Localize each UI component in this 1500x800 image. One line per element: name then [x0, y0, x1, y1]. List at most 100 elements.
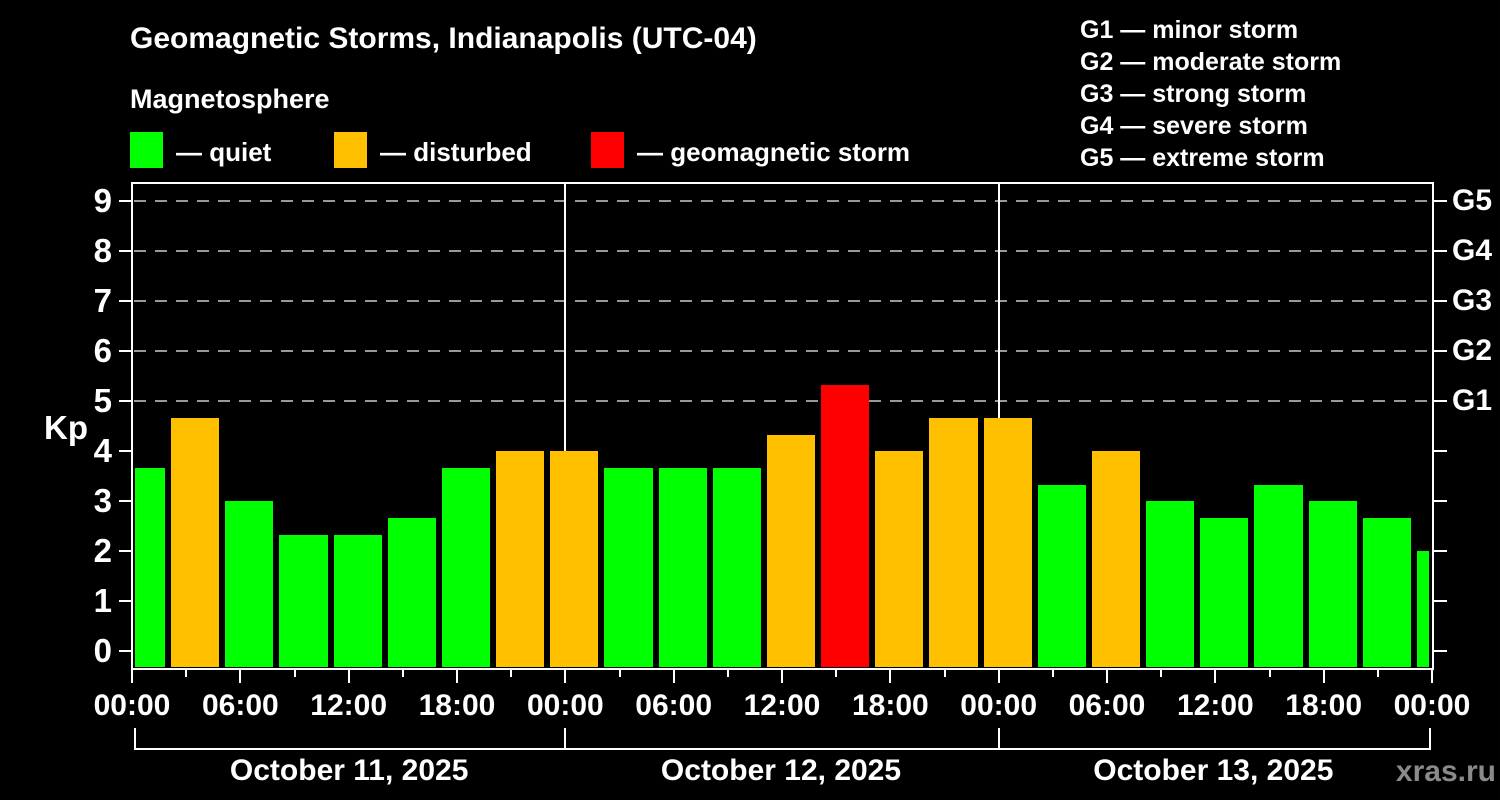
kp-bar: [496, 451, 545, 667]
g-legend-g2: G2 — moderate storm: [1080, 48, 1342, 76]
right-tick: [1434, 500, 1447, 502]
kp-bar: [604, 467, 653, 667]
g-level-label: G5: [1452, 184, 1493, 217]
kp-bar: [821, 384, 870, 667]
kp-bar: [1037, 484, 1086, 667]
y-tick-label: 9: [93, 182, 112, 219]
date-label: October 11, 2025: [229, 754, 469, 787]
x-tick-label: 18:00: [1285, 689, 1363, 722]
x-tick-label: 00:00: [960, 689, 1038, 722]
x-tick: [347, 668, 350, 683]
y-tick: [119, 550, 132, 552]
kp-bar: [1146, 501, 1195, 667]
kp-bar: [875, 451, 924, 667]
kp-gridline: [134, 300, 1430, 302]
right-tick: [1434, 450, 1447, 452]
y-tick-label: 2: [93, 532, 112, 569]
x-tick: [1268, 668, 1271, 677]
watermark: xras.ru: [1395, 755, 1496, 788]
kp-bar: [766, 434, 816, 667]
chart-subtitle: Magnetosphere: [130, 84, 330, 114]
date-bracket-riser: [997, 728, 1000, 750]
x-tick: [1051, 668, 1054, 677]
legend-swatch-disturbed: [334, 132, 367, 168]
legend-label-quiet: — quiet: [176, 137, 272, 167]
x-tick: [293, 668, 296, 677]
kp-bar: [387, 517, 436, 667]
date-bracket-riser: [1429, 728, 1431, 750]
date-label: October 13, 2025: [1093, 754, 1334, 787]
x-tick: [1322, 668, 1325, 683]
x-tick-label: 00:00: [93, 689, 171, 722]
x-tick: [1160, 668, 1163, 677]
y-tick-label: 7: [93, 282, 112, 319]
x-tick-label: 06:00: [201, 689, 279, 722]
y-tick-label: 3: [93, 482, 112, 519]
legend-swatch-storm: [591, 132, 624, 168]
right-tick: [1434, 300, 1447, 302]
x-tick-label: 06:00: [1068, 689, 1146, 722]
x-tick: [889, 668, 892, 683]
kp-bar: [1362, 517, 1411, 667]
y-tick: [119, 500, 132, 502]
g-legend-g3: G3 — strong storm: [1080, 80, 1307, 108]
x-tick: [726, 668, 729, 677]
x-tick: [456, 668, 458, 683]
x-tick-label: 00:00: [526, 689, 604, 722]
x-tick: [185, 668, 188, 677]
right-tick: [1434, 550, 1447, 552]
x-tick: [672, 668, 675, 683]
kp-bar: [333, 534, 382, 667]
kp-gridline: [134, 400, 1430, 402]
right-tick: [1434, 650, 1447, 652]
x-tick-label: 06:00: [635, 689, 713, 722]
y-tick: [119, 200, 132, 202]
kp-bar: [1254, 484, 1303, 667]
y-tick: [119, 250, 132, 252]
kp-bar: [712, 467, 761, 667]
kp-bar: [1091, 451, 1141, 667]
x-tick: [1431, 668, 1433, 683]
x-tick: [781, 668, 783, 683]
date-label: October 12, 2025: [660, 754, 902, 787]
y-tick: [119, 450, 132, 452]
date-bracket-riser: [134, 728, 136, 750]
x-tick-label: 12:00: [310, 689, 388, 722]
chart-title: Geomagnetic Storms, Indianapolis (UTC-04…: [130, 22, 757, 55]
x-tick: [239, 668, 242, 683]
kp-bar: [983, 417, 1032, 667]
y-tick-label: 0: [93, 632, 112, 669]
kp-bar: [1416, 551, 1429, 667]
x-tick: [618, 668, 621, 677]
g-level-label: G3: [1452, 284, 1493, 317]
kp-bar: [279, 534, 328, 667]
right-tick: [1434, 200, 1447, 202]
plot-border: [131, 182, 1434, 670]
g-level-label: G2: [1452, 334, 1493, 367]
x-tick: [1376, 668, 1379, 677]
g-legend-g4: G4 — severe storm: [1080, 112, 1308, 140]
x-tick: [510, 668, 513, 677]
day-boundary-line: [564, 184, 567, 667]
right-tick: [1434, 400, 1447, 402]
y-tick-label: 6: [93, 332, 112, 369]
kp-gridline: [134, 200, 1430, 202]
kp-bar: [929, 417, 978, 667]
kp-gridline: [134, 250, 1430, 252]
kp-bar: [1200, 517, 1249, 667]
kp-bar: [225, 501, 274, 667]
x-tick: [564, 668, 567, 683]
date-bracket-riser: [564, 728, 567, 750]
y-axis-title: Kp: [44, 409, 88, 446]
g-level-label: G1: [1452, 384, 1493, 417]
y-tick: [119, 400, 132, 402]
x-tick-label: 18:00: [851, 689, 929, 722]
kp-bar: [441, 467, 491, 667]
y-tick: [119, 600, 132, 602]
right-tick: [1434, 600, 1447, 602]
x-tick: [943, 668, 946, 677]
kp-bar: [550, 451, 599, 667]
x-tick-label: 00:00: [1393, 689, 1471, 722]
y-tick: [119, 350, 132, 352]
